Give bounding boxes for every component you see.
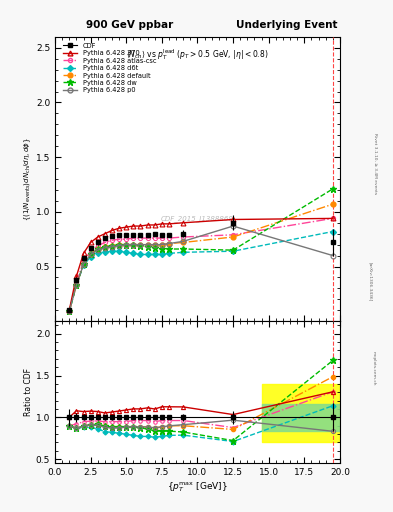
Text: [arXiv:1306.3436]: [arXiv:1306.3436] [368,262,372,301]
Text: Underlying Event: Underlying Event [237,19,338,30]
Text: 900 GeV ppbar: 900 GeV ppbar [86,19,174,30]
Legend: CDF, Pythia 6.428 370, Pythia 6.428 atlas-csc, Pythia 6.428 d6t, Pythia 6.428 de: CDF, Pythia 6.428 370, Pythia 6.428 atla… [61,41,157,95]
Y-axis label: Ratio to CDF: Ratio to CDF [24,368,33,416]
Y-axis label: $\{(1/N_\mathrm{events}) dN_\mathrm{ch}/d\eta, d\phi\}$: $\{(1/N_\mathrm{events}) dN_\mathrm{ch}/… [22,137,33,221]
Text: $\langle N_\mathrm{ch}\rangle$ vs $p_T^\mathrm{lead}$ ($p_T>0.5$ GeV, $|\eta|<0.: $\langle N_\mathrm{ch}\rangle$ vs $p_T^\… [126,47,269,62]
X-axis label: $\{p_T^\mathrm{max}$ [GeV]$\}$: $\{p_T^\mathrm{max}$ [GeV]$\}$ [167,480,228,494]
Text: mcplots.cern.ch: mcplots.cern.ch [371,351,375,386]
Text: Rivet 3.1.10, ≥ 3.4M events: Rivet 3.1.10, ≥ 3.4M events [373,133,377,195]
Text: CDF_2015_I1388868: CDF_2015_I1388868 [161,216,234,222]
